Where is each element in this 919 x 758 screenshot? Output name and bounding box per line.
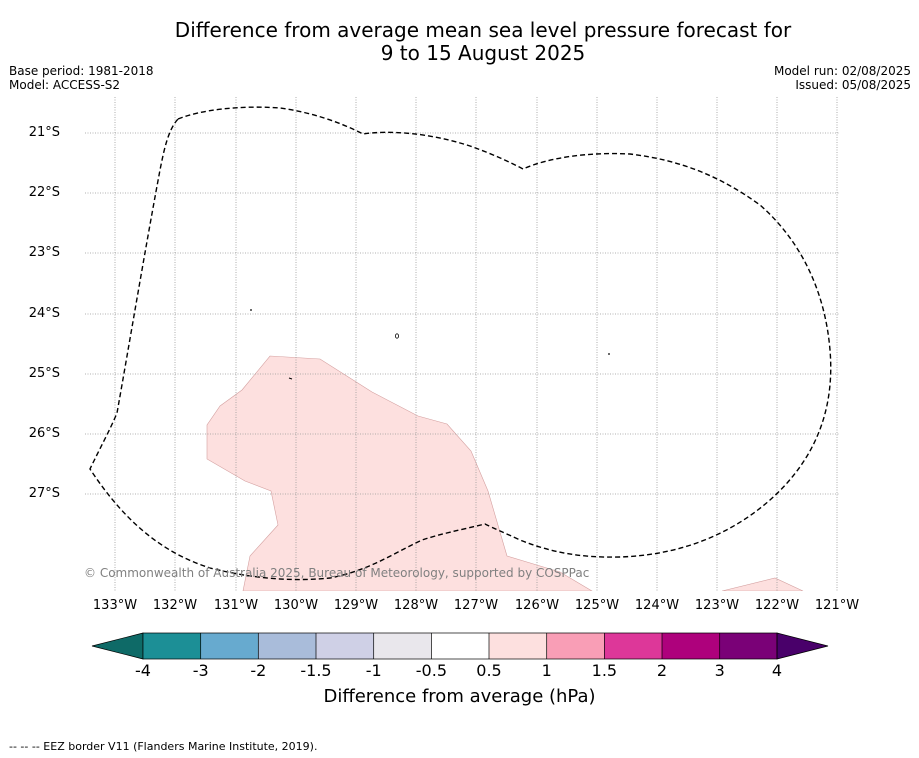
- colorbar-tick-label: 2: [656, 661, 668, 680]
- map-gridlines: [85, 97, 840, 591]
- lon-label: 133°W: [92, 598, 138, 613]
- issued-label: Issued: 05/08/2025: [795, 78, 911, 92]
- colorbar-extend-low: [91, 632, 144, 660]
- colorbar-segment: [719, 633, 777, 659]
- model-label: Model: ACCESS-S2: [9, 78, 121, 92]
- pressure-anomaly-region: [206, 355, 593, 591]
- colorbar-segment: [143, 633, 201, 659]
- colorbar-tick-label: -3: [192, 661, 209, 680]
- colorbar-tick-label: 4: [771, 661, 783, 680]
- colorbar-tick-label: 3: [714, 661, 725, 680]
- colorbar-tick-label: 0.5: [476, 661, 502, 680]
- colorbar-tick-label: 1: [541, 661, 552, 680]
- colorbar-segment: [489, 633, 547, 659]
- lat-label: 24°S: [28, 306, 60, 321]
- lon-label: 131°W: [213, 598, 259, 613]
- lat-label: 23°S: [28, 245, 60, 260]
- map-title-line-1: Difference from average mean sea level p…: [174, 18, 792, 42]
- eez-border: [89, 106, 832, 581]
- copyright-notice: © Commonwealth of Australia 2025, Bureau…: [84, 566, 590, 580]
- colorbar: [91, 632, 829, 660]
- colorbar-tick-label: -2: [250, 661, 267, 680]
- lon-label: 126°W: [514, 598, 560, 613]
- lon-label: 130°W: [273, 598, 319, 613]
- colorbar-segment: [200, 633, 259, 659]
- lat-label: 25°S: [28, 366, 60, 381]
- lon-label: 122°W: [754, 598, 800, 613]
- colorbar-segment: [604, 633, 663, 659]
- lon-label: 128°W: [393, 598, 439, 613]
- colorbar-segment: [373, 633, 432, 659]
- map-title-line-2: 9 to 15 August 2025: [380, 41, 586, 65]
- colorbar-tick-label: -1.5: [300, 661, 332, 680]
- eez-border-legend: -- -- -- EEZ border V11 (Flanders Marine…: [9, 740, 318, 753]
- lat-label: 27°S: [28, 486, 60, 501]
- colorbar-tick-label: -0.5: [415, 661, 447, 680]
- island-marker: [608, 353, 610, 355]
- lon-label: 124°W: [634, 598, 680, 613]
- colorbar-tick-label: 1.5: [591, 661, 618, 680]
- model-run-label: Model run: 02/08/2025: [773, 64, 911, 78]
- colorbar-segment: [546, 633, 605, 659]
- lon-label: 129°W: [333, 598, 379, 613]
- colorbar-tick-label: -1: [365, 661, 382, 680]
- lat-label: 26°S: [28, 426, 60, 441]
- island-marker: [288, 377, 293, 380]
- lat-label: 21°S: [28, 125, 60, 140]
- colorbar-segment: [662, 633, 720, 659]
- base-period-label: Base period: 1981-2018: [9, 64, 154, 78]
- colorbar-segment: [258, 633, 316, 659]
- pressure-anomaly-region-east: [721, 577, 804, 591]
- lon-label: 132°W: [152, 598, 198, 613]
- lon-label: 125°W: [574, 598, 620, 613]
- map-plot-area: [85, 97, 840, 591]
- island-marker: [250, 309, 252, 311]
- lon-label: 127°W: [453, 598, 499, 613]
- lon-label: 121°W: [814, 598, 860, 613]
- lon-label: 123°W: [694, 598, 740, 613]
- colorbar-segment: [316, 633, 374, 659]
- colorbar-segment: [431, 633, 490, 659]
- colorbar-extend-high: [776, 632, 829, 660]
- lat-label: 22°S: [28, 185, 60, 200]
- colorbar-axis-label: Difference from average (hPa): [323, 686, 596, 707]
- colorbar-tick-label: -4: [135, 661, 151, 680]
- island-marker: [394, 333, 399, 339]
